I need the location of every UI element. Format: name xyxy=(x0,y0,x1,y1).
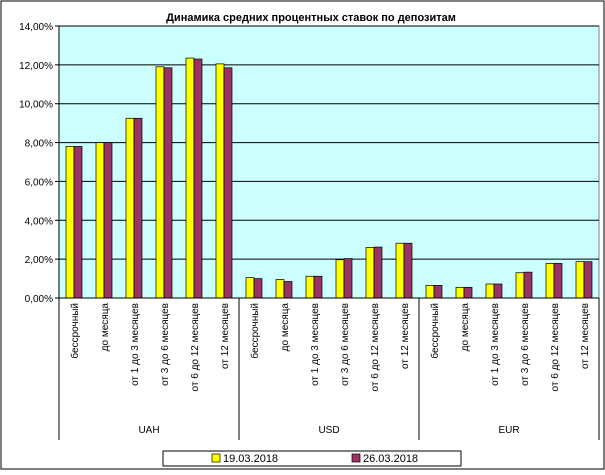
y-tick-label: 2,00% xyxy=(25,255,53,266)
y-tick-label: 6,00% xyxy=(25,177,53,188)
bar-uah-1-series-1 xyxy=(65,146,75,299)
x-tick-label: от 1 до 3 месяцев xyxy=(310,303,321,386)
x-tick-label: от 6 до 12 месяцев xyxy=(190,303,201,391)
x-tick-label: от 1 до 3 месяцев xyxy=(130,303,141,386)
bar-usd-3-series-1 xyxy=(305,275,315,299)
x-tick-label: от 6 до 12 месяцев xyxy=(550,303,561,391)
bar-usd-2-series-1 xyxy=(275,279,285,299)
chart-title: Динамика средних процентных ставок по де… xyxy=(166,12,456,24)
bar-eur-1-series-1 xyxy=(425,285,435,299)
bar-uah-5-series-2 xyxy=(193,58,203,299)
y-tick-label: 10,00% xyxy=(19,100,53,111)
y-tick-label: 8,00% xyxy=(25,139,53,150)
bar-eur-5-series-1 xyxy=(545,263,555,299)
bar-uah-1-series-2 xyxy=(73,146,83,299)
bar-eur-5-series-2 xyxy=(553,263,563,299)
bar-eur-2-series-1 xyxy=(455,286,465,299)
x-tick-label: от 6 до 12 месяцев xyxy=(370,303,381,391)
bar-uah-3-series-1 xyxy=(125,117,135,299)
bar-eur-4-series-1 xyxy=(515,272,525,299)
x-tick-label: от 3 до 6 месяцев xyxy=(520,303,531,386)
bar-eur-3-series-1 xyxy=(485,283,495,299)
y-tick-label: 4,00% xyxy=(25,216,53,227)
bar-uah-2-series-2 xyxy=(103,142,113,299)
bar-usd-4-series-1 xyxy=(335,259,345,299)
bar-usd-4-series-2 xyxy=(343,258,353,299)
bar-eur-6-series-1 xyxy=(575,261,585,299)
legend-swatch-19-03 xyxy=(211,453,221,463)
bar-usd-3-series-2 xyxy=(313,275,323,299)
x-tick-label: от 12 месяцев xyxy=(580,303,591,369)
legend-label-19-03: 19.03.2018 xyxy=(223,453,278,465)
x-tick-label: до месяца xyxy=(280,303,291,352)
x-tick-label: бессрочный xyxy=(69,303,81,359)
plot-area xyxy=(58,25,600,299)
legend: 19.03.2018 26.03.2018 xyxy=(162,450,462,467)
x-tick-label: от 12 месяцев xyxy=(400,303,411,369)
y-tick-label: 0,00% xyxy=(25,294,53,305)
x-tick-label: бессрочный xyxy=(249,303,261,359)
x-tick-label: бессрочный xyxy=(429,303,441,359)
bar-usd-1-series-1 xyxy=(245,277,255,299)
bar-eur-1-series-2 xyxy=(433,285,443,299)
bar-eur-2-series-2 xyxy=(463,286,473,299)
bar-uah-4-series-1 xyxy=(155,66,165,299)
y-tick-label: 12,00% xyxy=(19,61,53,72)
bar-uah-6-series-2 xyxy=(223,67,233,299)
bar-uah-5-series-1 xyxy=(185,57,195,299)
x-tick-label: от 3 до 6 месяцев xyxy=(340,303,351,386)
group-label: USD xyxy=(318,425,339,436)
bar-uah-4-series-2 xyxy=(163,67,173,299)
bar-uah-6-series-1 xyxy=(215,63,225,299)
bar-eur-6-series-2 xyxy=(583,261,593,299)
bar-uah-3-series-2 xyxy=(133,117,143,299)
x-tick-label: до месяца xyxy=(100,303,111,352)
x-tick-label: от 3 до 6 месяцев xyxy=(160,303,171,386)
bar-usd-2-series-2 xyxy=(283,281,293,299)
legend-box xyxy=(162,450,462,467)
grid-lines xyxy=(59,25,599,260)
x-axis-labels: бессрочный до месяца от 1 до 3 месяцев от 3… xyxy=(58,298,600,440)
bar-usd-5-series-1 xyxy=(365,247,375,299)
bar-eur-3-series-2 xyxy=(493,283,503,299)
x-tick-label: до месяца xyxy=(460,303,471,352)
group-label: EUR xyxy=(498,425,519,436)
legend-swatch-26-03 xyxy=(351,453,361,463)
bar-eur-4-series-2 xyxy=(523,271,533,299)
group-label: UAH xyxy=(138,425,159,436)
x-tick-label: от 12 месяцев xyxy=(220,303,231,369)
x-tick-label: от 1 до 3 месяцев xyxy=(490,303,501,386)
bar-usd-6-series-2 xyxy=(403,242,413,299)
bar-uah-2-series-1 xyxy=(95,142,105,299)
y-tick-label: 14,00% xyxy=(19,22,53,33)
bar-usd-5-series-2 xyxy=(373,246,383,299)
bar-usd-6-series-1 xyxy=(395,242,405,299)
legend-label-26-03: 26.03.2018 xyxy=(363,453,418,465)
bar-usd-1-series-2 xyxy=(253,278,263,299)
y-axis-ticks: 0,00% 2,00% 4,00% 6,00% 8,00% 10,00% 12,00% 14,… xyxy=(19,22,59,305)
